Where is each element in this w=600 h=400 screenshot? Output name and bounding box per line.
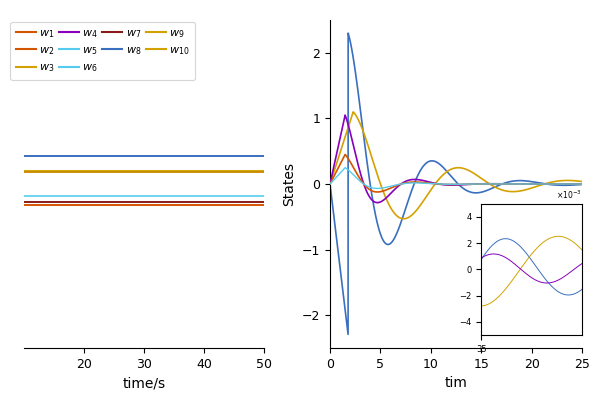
X-axis label: time/s: time/s: [122, 376, 166, 390]
X-axis label: tim: tim: [445, 376, 467, 390]
Y-axis label: States: States: [283, 162, 296, 206]
Legend: $w_1$, $w_2$, $w_3$, $w_4$, $w_5$, $w_6$, $w_7$, $w_8$, $w_9$, $w_{10}$: $w_1$, $w_2$, $w_3$, $w_4$, $w_5$, $w_6$…: [10, 22, 195, 80]
